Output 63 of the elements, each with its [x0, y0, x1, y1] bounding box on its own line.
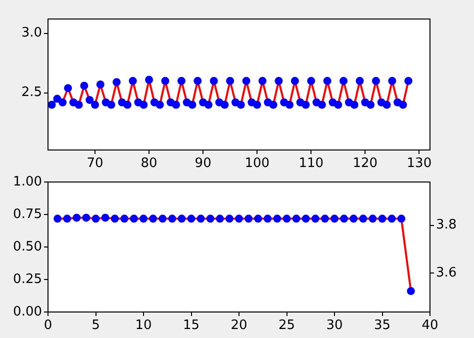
x-tick-label: 35 — [374, 318, 391, 334]
x-tick-label: 20 — [230, 318, 248, 334]
point — [72, 214, 81, 222]
point — [311, 214, 320, 223]
x-tick-label: 25 — [278, 318, 296, 334]
point — [206, 214, 214, 223]
point — [273, 214, 282, 223]
point — [187, 214, 196, 223]
point — [388, 214, 396, 223]
point — [378, 214, 386, 223]
point — [302, 214, 310, 223]
x-tick-label: 70 — [86, 156, 104, 172]
point — [282, 214, 291, 223]
x-tick-label: 10 — [135, 318, 152, 334]
y-tick-label: 0.00 — [13, 304, 42, 320]
point — [140, 214, 148, 223]
point — [292, 214, 300, 223]
x-tick-label: 5 — [92, 318, 100, 334]
point — [158, 214, 167, 223]
point — [168, 214, 176, 223]
y-tick-label: 3.0 — [21, 26, 42, 41]
x-tick-label: 110 — [298, 156, 324, 172]
point — [149, 214, 158, 223]
point — [110, 214, 119, 223]
x-tick-label: 90 — [194, 156, 212, 172]
x-tick-label: 40 — [422, 318, 438, 334]
point — [225, 214, 234, 223]
x-tick-label: 100 — [244, 156, 270, 172]
point — [235, 214, 243, 223]
point — [54, 214, 62, 223]
y-tick-label: 0.25 — [13, 272, 42, 287]
y-tick-label: 0.75 — [13, 206, 42, 222]
x-tick-label: 0 — [44, 318, 52, 334]
point — [350, 214, 358, 223]
y-tick-label: 0.50 — [13, 239, 42, 254]
point — [359, 214, 368, 223]
point — [130, 214, 138, 223]
point — [101, 214, 110, 222]
point — [320, 214, 329, 223]
point — [82, 214, 90, 222]
x-tick-label: 130 — [406, 156, 432, 172]
point — [406, 287, 415, 296]
y2-tick-label: 3.8 — [436, 218, 457, 233]
y2-tick-label: 3.6 — [436, 265, 457, 280]
x-tick-label: 80 — [140, 156, 158, 172]
point — [63, 214, 72, 223]
point — [196, 214, 205, 223]
point — [244, 214, 253, 223]
point — [264, 214, 272, 223]
point — [216, 214, 224, 223]
point — [92, 214, 100, 223]
point — [340, 214, 348, 223]
x-tick-label: 15 — [182, 318, 200, 334]
point — [254, 214, 262, 223]
y-tick-label: 1.00 — [13, 174, 42, 190]
point — [330, 214, 338, 223]
point — [178, 214, 186, 223]
x-tick-label: 30 — [326, 318, 343, 334]
point — [120, 214, 128, 223]
point — [397, 214, 406, 223]
y-tick-label: 2.5 — [21, 85, 42, 100]
point — [368, 214, 377, 223]
x-tick-label: 120 — [352, 156, 378, 172]
